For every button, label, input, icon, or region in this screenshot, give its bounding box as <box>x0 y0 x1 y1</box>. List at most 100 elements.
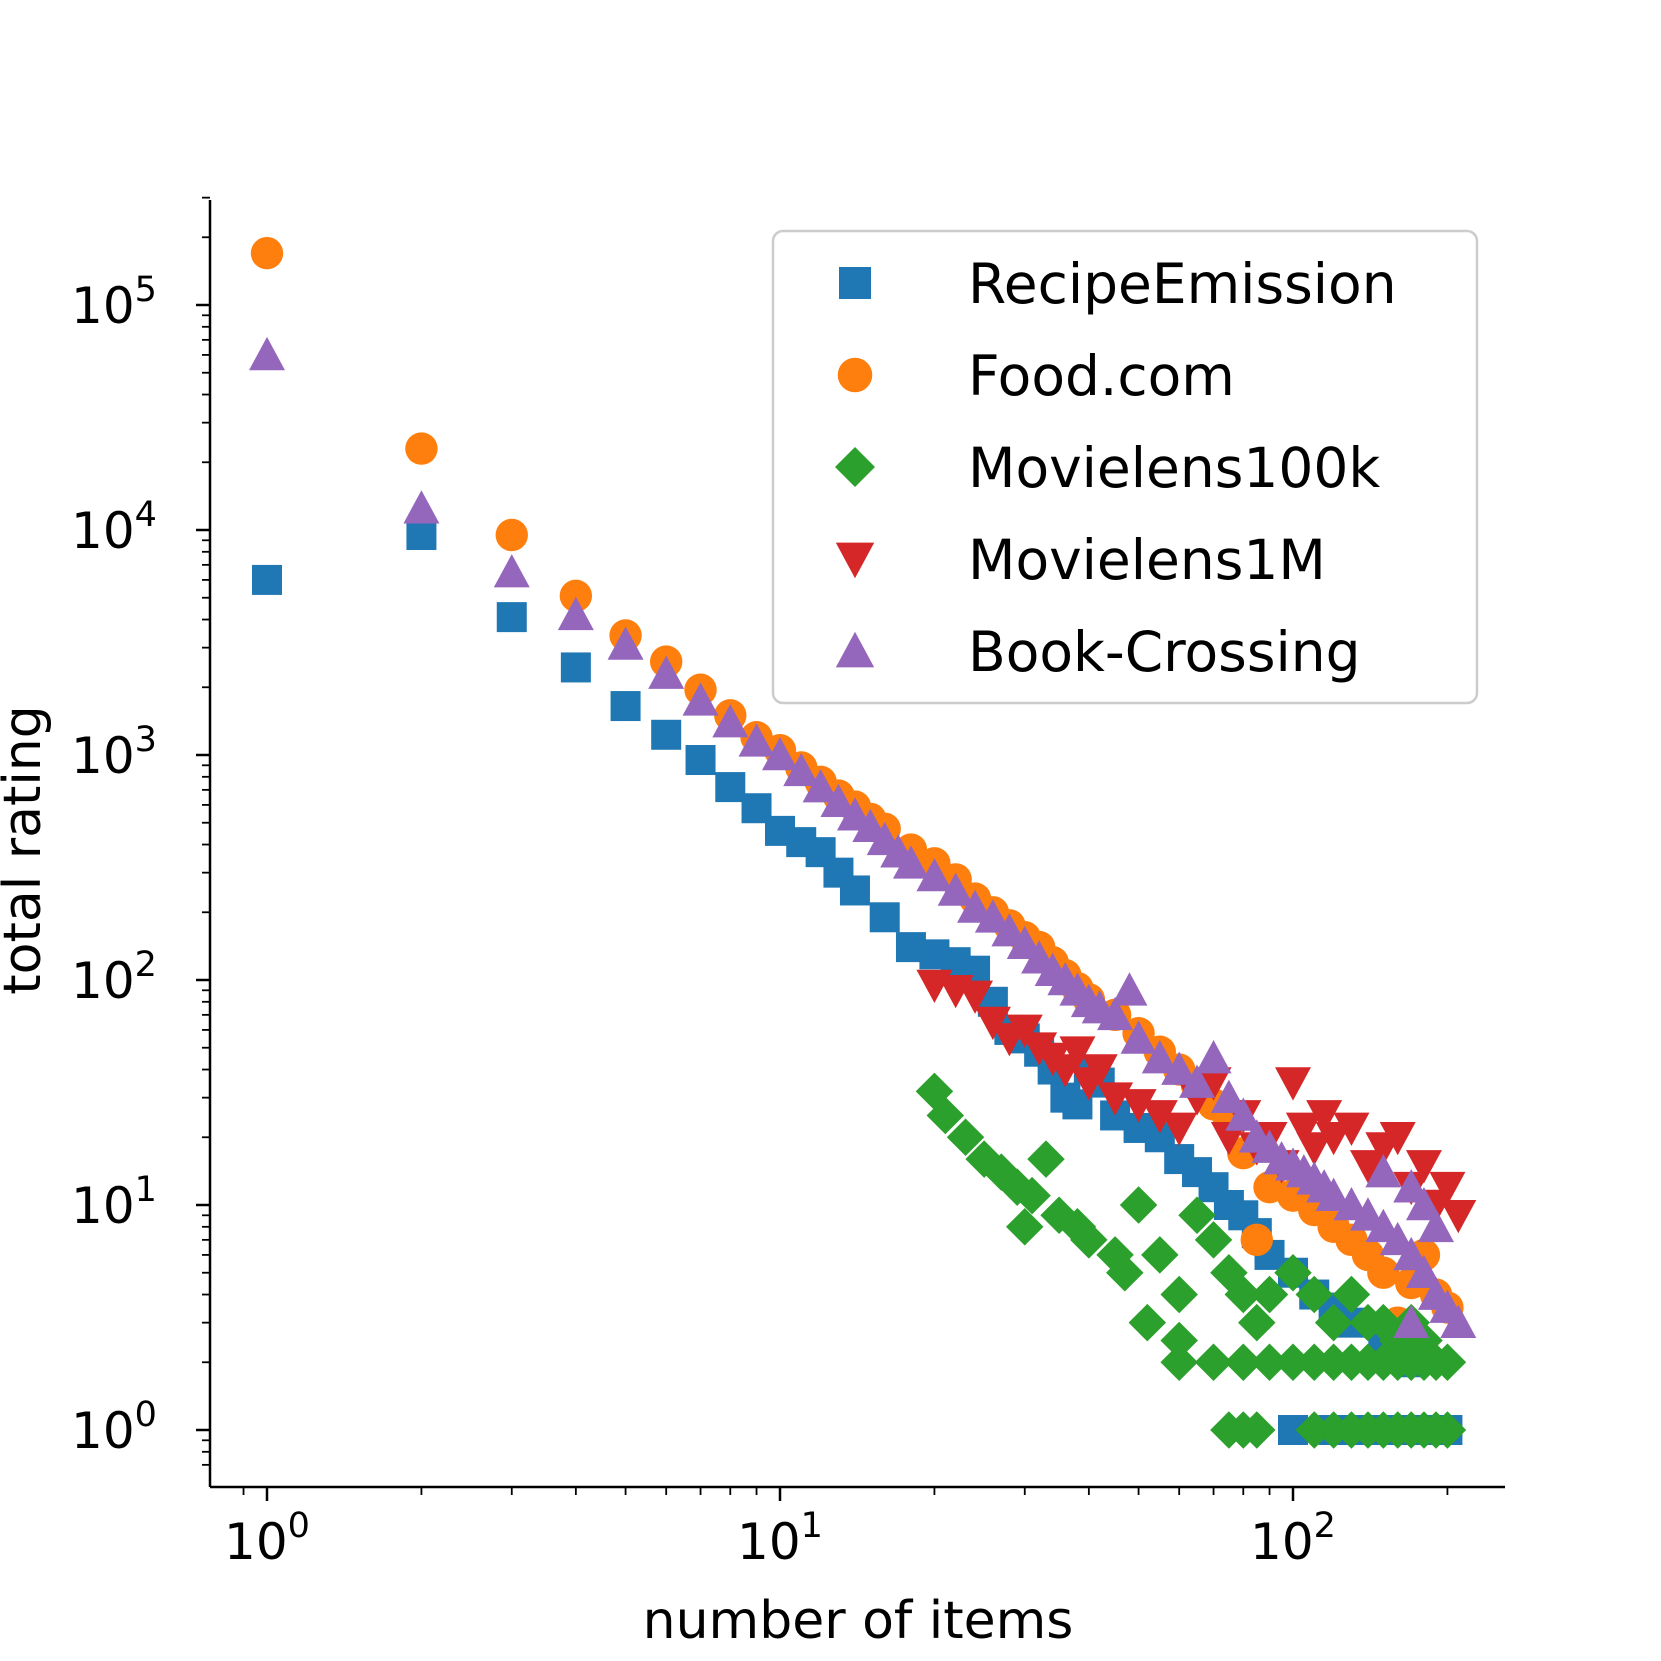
data-point <box>1440 1304 1477 1338</box>
data-point <box>1274 1253 1312 1292</box>
data-point <box>1141 1040 1178 1074</box>
series-movielens100k <box>915 1072 1467 1449</box>
series-movielens1m <box>916 969 1477 1234</box>
data-point <box>1296 1132 1333 1166</box>
data-point <box>974 899 1011 933</box>
data-point <box>610 691 641 722</box>
data-point <box>1250 1343 1289 1382</box>
data-point <box>1210 1079 1247 1113</box>
data-point <box>715 772 746 803</box>
data-point <box>1194 1221 1233 1259</box>
data-point <box>1429 1171 1466 1206</box>
data-point <box>1081 1054 1118 1088</box>
legend-item: Book-Crossing <box>835 620 1361 684</box>
data-point <box>1128 1303 1167 1342</box>
data-point <box>1160 1321 1198 1360</box>
data-point <box>1367 1256 1400 1289</box>
data-point <box>1393 1304 1430 1338</box>
series-book-crossing <box>249 336 1477 1338</box>
data-point <box>1160 1275 1198 1314</box>
data-point <box>1013 1176 1051 1215</box>
data-point <box>946 1118 985 1157</box>
data-point <box>1418 1208 1455 1243</box>
data-point <box>1161 1051 1198 1085</box>
legend-label: Movielens100k <box>968 436 1380 500</box>
data-point <box>738 723 775 757</box>
data-point <box>1365 1154 1402 1188</box>
data-point <box>998 1168 1036 1206</box>
data-point <box>1106 1253 1144 1292</box>
data-point <box>916 857 953 892</box>
data-point <box>802 769 839 803</box>
data-point <box>252 564 282 595</box>
data-point <box>1006 1014 1043 1048</box>
data-point <box>1314 1303 1353 1342</box>
data-point <box>1006 1208 1044 1246</box>
data-point <box>1306 1100 1343 1134</box>
data-point <box>957 980 994 1014</box>
data-point <box>557 596 594 631</box>
data-point <box>1240 1223 1273 1257</box>
data-point <box>607 626 644 660</box>
y-tick-label: 103 <box>71 720 157 785</box>
data-point <box>1097 996 1134 1031</box>
data-point <box>712 704 749 738</box>
data-point <box>1070 1221 1108 1259</box>
data-point <box>937 872 974 906</box>
data-point <box>1295 1275 1333 1314</box>
data-point <box>648 655 685 689</box>
data-point <box>1428 1411 1467 1449</box>
data-point <box>869 902 900 933</box>
data-point <box>1349 1150 1386 1184</box>
legend-label: RecipeEmission <box>968 252 1397 316</box>
data-point <box>1120 1089 1157 1123</box>
legend-label: Movielens1M <box>968 528 1326 592</box>
legend: RecipeEmission Food.com Movielens100k Movie… <box>771 229 1479 705</box>
data-point <box>685 745 716 776</box>
data-point <box>1141 1100 1178 1134</box>
data-point <box>839 875 870 906</box>
data-point <box>1405 1187 1442 1221</box>
legend-item: RecipeEmission <box>839 252 1397 316</box>
plot-area <box>249 236 1477 1449</box>
legend-item: Food.com <box>837 344 1235 408</box>
x-axis-label: number of items <box>643 1591 1074 1651</box>
data-point <box>1224 1275 1263 1314</box>
legend-label: Book-Crossing <box>968 620 1361 684</box>
y-tick-label: 101 <box>71 1170 157 1235</box>
data-point <box>1295 1343 1333 1382</box>
data-point <box>405 432 438 465</box>
data-point <box>820 783 857 818</box>
data-point <box>1178 1196 1216 1235</box>
data-point <box>1161 1112 1198 1146</box>
data-point <box>783 752 820 787</box>
data-point <box>1179 1064 1216 1098</box>
data-point <box>1250 1275 1289 1314</box>
data-point <box>762 737 798 771</box>
data-point <box>1379 1121 1416 1156</box>
legend-label: Food.com <box>968 344 1235 408</box>
y-tick-label: 100 <box>71 1395 157 1460</box>
data-point <box>1440 1199 1477 1234</box>
x-tick-label: 100 <box>224 1506 310 1571</box>
data-point <box>1120 1020 1157 1054</box>
legend-marker-circle <box>837 357 873 393</box>
data-point <box>1195 1040 1232 1074</box>
data-point <box>1275 1067 1311 1101</box>
y-tick-label: 105 <box>71 270 157 335</box>
x-tick-label: 101 <box>737 1506 823 1571</box>
data-point <box>1195 1067 1232 1101</box>
data-point <box>1119 1186 1158 1224</box>
data-point <box>1224 1343 1263 1382</box>
legend-item: Movielens1M <box>835 528 1326 592</box>
data-point <box>406 520 437 551</box>
data-point <box>1027 1140 1065 1178</box>
data-point <box>1405 1254 1442 1289</box>
data-point <box>493 554 530 588</box>
data-point <box>1295 1411 1333 1449</box>
data-point <box>1238 1303 1276 1342</box>
data-point <box>1315 1177 1352 1211</box>
y-axis-label: total rating <box>0 705 53 994</box>
legend-marker-triangle-down <box>835 542 875 579</box>
